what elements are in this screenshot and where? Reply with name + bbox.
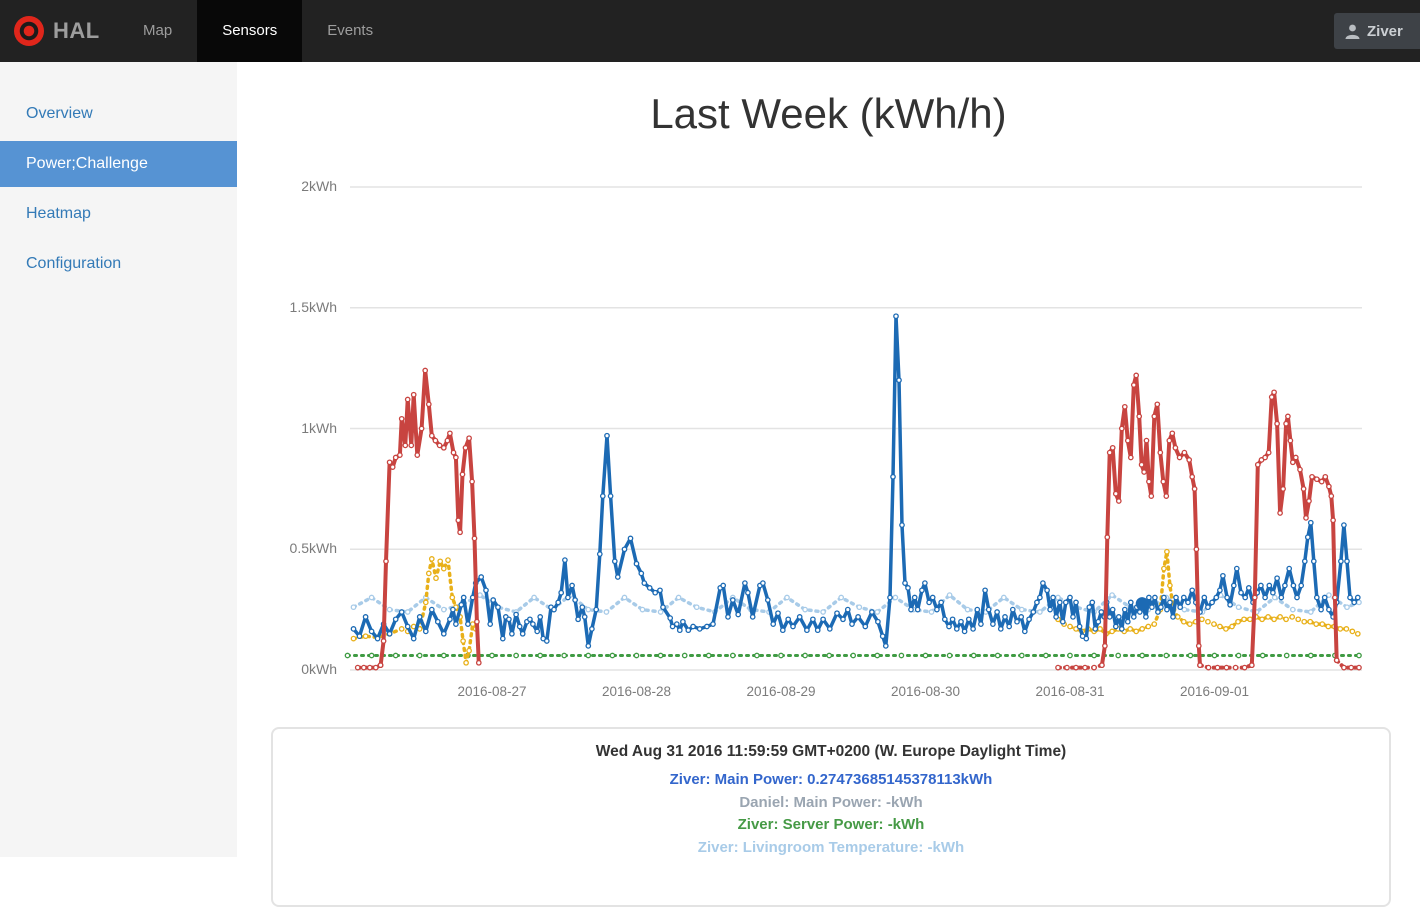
legend-entry: Ziver: Main Power: 0.27473685145378113kW… xyxy=(669,771,993,788)
x-axis-tick-label: 2016-08-30 xyxy=(890,684,961,699)
legend-entry: Ziver: Server Power: -kWh xyxy=(737,816,925,833)
y-axis-tick-label: 0.5kWh xyxy=(289,540,337,557)
hal-logo-icon xyxy=(14,16,44,46)
sidebar-item-configuration[interactable]: Configuration xyxy=(26,255,122,272)
sidebar-item-overview[interactable]: Overview xyxy=(26,105,93,122)
x-axis-tick-label: 2016-08-29 xyxy=(746,684,816,699)
series-yellow-unlabeled xyxy=(350,548,1361,666)
x-axis-tick-label: 2016-08-31 xyxy=(1035,684,1105,699)
nav-item-map[interactable]: Map xyxy=(143,22,173,39)
nav-item-events[interactable]: Events xyxy=(327,22,374,39)
series-ziver-main-power xyxy=(350,313,1361,649)
chart-plot-svg[interactable] xyxy=(237,62,1420,722)
legend-panel: Wed Aug 31 2016 11:59:59 GMT+0200 (W. Eu… xyxy=(271,727,1391,907)
y-axis-tick-label: 0kWh xyxy=(301,661,337,677)
sidebar-item-power-challenge[interactable]: Power;Challenge xyxy=(0,141,237,187)
brand-label: HAL xyxy=(53,18,100,43)
brand[interactable]: HAL xyxy=(14,0,100,62)
y-axis-tick-label: 1kWh xyxy=(301,419,337,436)
legend-entry: Daniel: Main Power: -kWh xyxy=(739,793,923,811)
y-axis-tick-label: 1.5kWh xyxy=(289,298,337,315)
legend-entry: Ziver: Livingroom Temperature: -kWh xyxy=(697,838,965,856)
x-axis-tick-label: 2016-08-28 xyxy=(601,684,672,699)
main-content: Last Week (kWh/h) 0kWh 0.5kWh 1kWh 1.5kWh 2k… xyxy=(237,62,1420,907)
series-server-power xyxy=(344,652,1362,659)
user-menu[interactable]: Ziver xyxy=(1334,13,1420,49)
navbar: HAL Map Sensors Events Ziver xyxy=(0,0,1420,62)
nav-item-sensors[interactable]: Sensors xyxy=(197,0,303,62)
y-axis-tick-label: 2kWh xyxy=(301,178,337,194)
x-axis-tick-label: 2016-09-01 xyxy=(1179,684,1250,699)
legend-entries: Ziver: Main Power: 0.27473685145378113kW… xyxy=(273,769,1389,859)
selected-point-marker xyxy=(1135,597,1149,611)
legend-timestamp: Wed Aug 31 2016 11:59:59 GMT+0200 (W. Eu… xyxy=(595,743,1067,760)
user-icon xyxy=(1344,23,1361,40)
user-name: Ziver xyxy=(1367,22,1403,40)
series-daniel-main-power xyxy=(354,367,1362,671)
chart-title: Last Week (kWh/h) xyxy=(650,90,1007,137)
navbar-menu: Map Sensors Events xyxy=(118,0,398,62)
sidebar: Overview Power;Challenge Heatmap Configu… xyxy=(0,62,237,857)
sidebar-item-heatmap[interactable]: Heatmap xyxy=(26,205,91,222)
x-axis-tick-label: 2016-08-27 xyxy=(457,684,527,699)
